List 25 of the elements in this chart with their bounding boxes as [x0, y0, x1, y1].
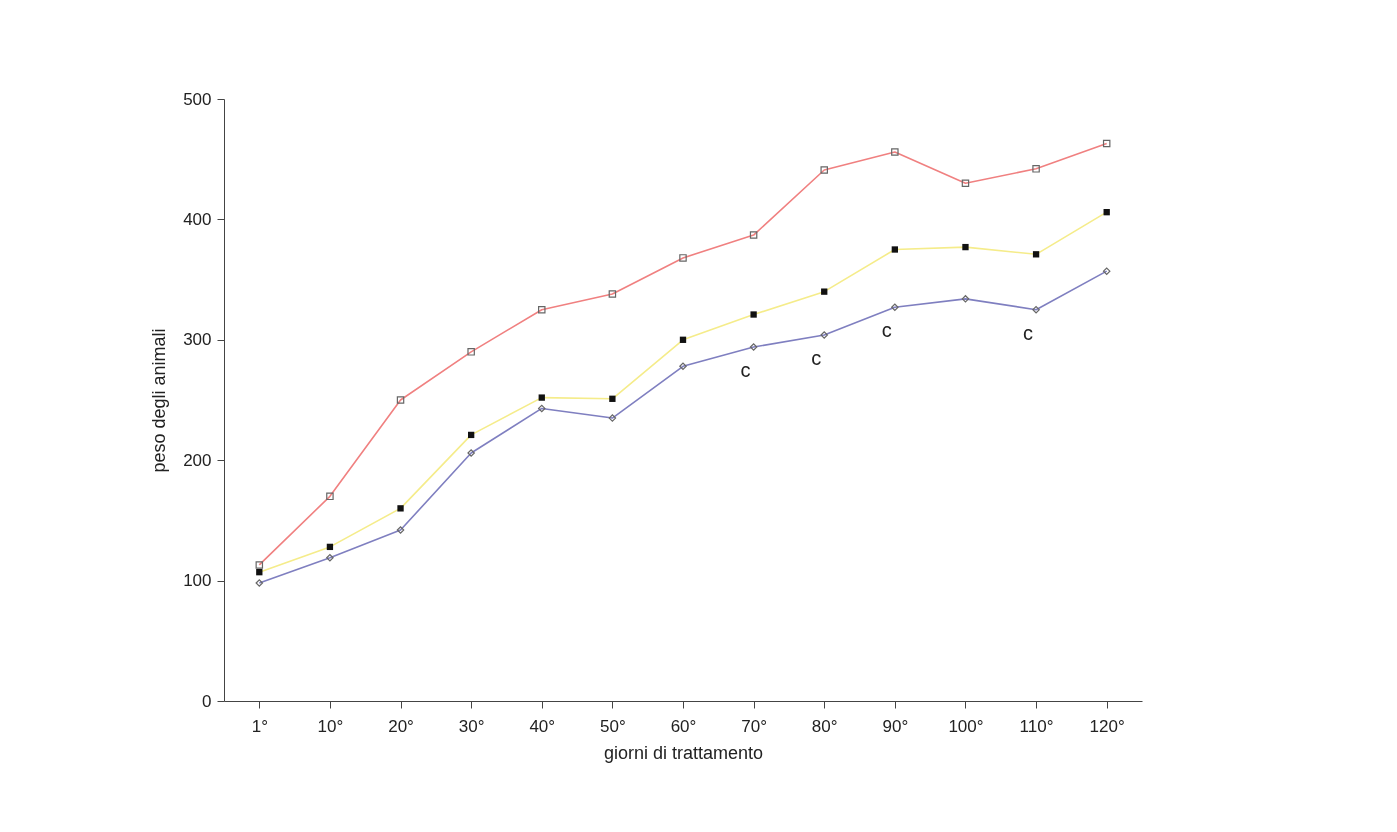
x-axis-title: giorni di trattamento — [603, 742, 764, 763]
y-tick-label: 300 — [183, 330, 212, 350]
x-tick-label: 20° — [388, 716, 414, 736]
x-tick-label: 10° — [317, 716, 344, 736]
y-axis-title: peso degli animali — [149, 328, 170, 473]
x-tick-label: 1° — [251, 716, 268, 736]
x-tick-label: 80° — [811, 716, 838, 736]
x-tick-label: 110° — [1019, 716, 1054, 736]
x-tick-label: 90° — [882, 716, 909, 736]
annotation: c — [881, 319, 892, 342]
y-tick-label: 0 — [202, 691, 212, 711]
y-tick-label: 100 — [183, 571, 212, 591]
y-tick-label: 500 — [183, 89, 212, 109]
y-tick-label: 400 — [183, 209, 212, 229]
y-tick-label: 200 — [183, 450, 212, 470]
annotation: c — [1023, 321, 1034, 344]
x-tick-label: 100° — [948, 716, 984, 736]
x-tick-label: 50° — [600, 716, 626, 736]
x-tick-label: 60° — [670, 716, 697, 736]
x-tick-label: 30° — [458, 716, 485, 736]
annotation: c — [811, 346, 822, 369]
annotation: c — [740, 359, 751, 382]
x-tick-label: 70° — [741, 716, 767, 736]
x-tick-label: 40° — [529, 716, 556, 736]
x-tick-label: 120° — [1089, 716, 1125, 736]
